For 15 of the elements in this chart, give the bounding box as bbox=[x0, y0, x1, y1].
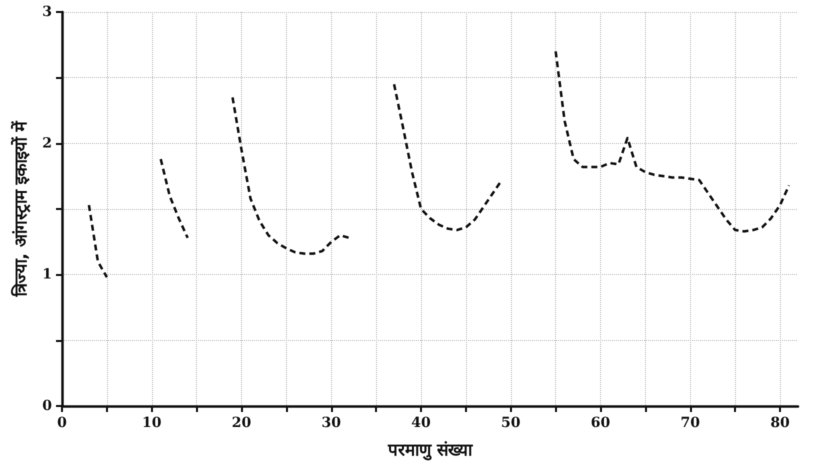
x-axis-title: परमाणु संख्या bbox=[387, 440, 473, 460]
y-axis-title: त्रिज्या, आंगस्ट्राम इकाइयों में bbox=[10, 120, 32, 298]
y-tick-label: 1 bbox=[42, 266, 52, 283]
x-tick-label: 0 bbox=[57, 415, 68, 431]
x-tick-label: 60 bbox=[590, 415, 611, 431]
y-tick-label: 0 bbox=[42, 398, 52, 414]
x-tick-label: 30 bbox=[322, 415, 342, 431]
y-tick-label: 2 bbox=[42, 135, 52, 152]
y-tick-label: 3 bbox=[42, 4, 52, 20]
x-tick-label: 10 bbox=[142, 415, 162, 431]
x-tick-label: 40 bbox=[411, 415, 432, 431]
x-tick-label: 50 bbox=[501, 415, 521, 431]
x-tick-label: 20 bbox=[232, 415, 252, 431]
x-tick-label: 70 bbox=[680, 415, 700, 431]
x-tick-label: 80 bbox=[770, 415, 790, 431]
